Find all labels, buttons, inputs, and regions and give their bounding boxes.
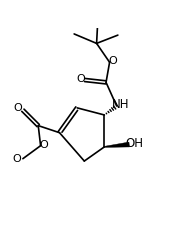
Text: O: O xyxy=(14,103,22,113)
Text: O: O xyxy=(13,154,22,164)
Polygon shape xyxy=(104,142,130,147)
Text: O: O xyxy=(40,140,48,150)
Text: OH: OH xyxy=(125,137,144,150)
Text: O: O xyxy=(108,56,117,67)
Text: NH: NH xyxy=(112,98,130,111)
Text: O: O xyxy=(76,74,85,84)
